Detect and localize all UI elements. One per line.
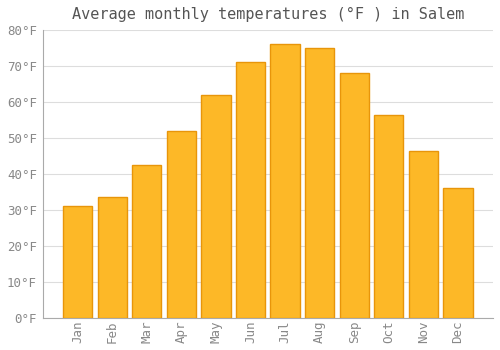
Bar xyxy=(443,188,472,318)
Bar xyxy=(98,197,127,318)
Bar xyxy=(305,48,334,318)
Bar xyxy=(236,62,265,318)
Title: Average monthly temperatures (°F ) in Salem: Average monthly temperatures (°F ) in Sa… xyxy=(72,7,464,22)
Bar xyxy=(408,150,438,318)
Bar xyxy=(270,44,300,318)
Bar xyxy=(340,73,369,318)
Bar xyxy=(374,114,404,318)
Bar xyxy=(166,131,196,318)
Bar xyxy=(132,165,162,318)
Bar xyxy=(201,95,230,318)
Bar xyxy=(63,206,92,318)
